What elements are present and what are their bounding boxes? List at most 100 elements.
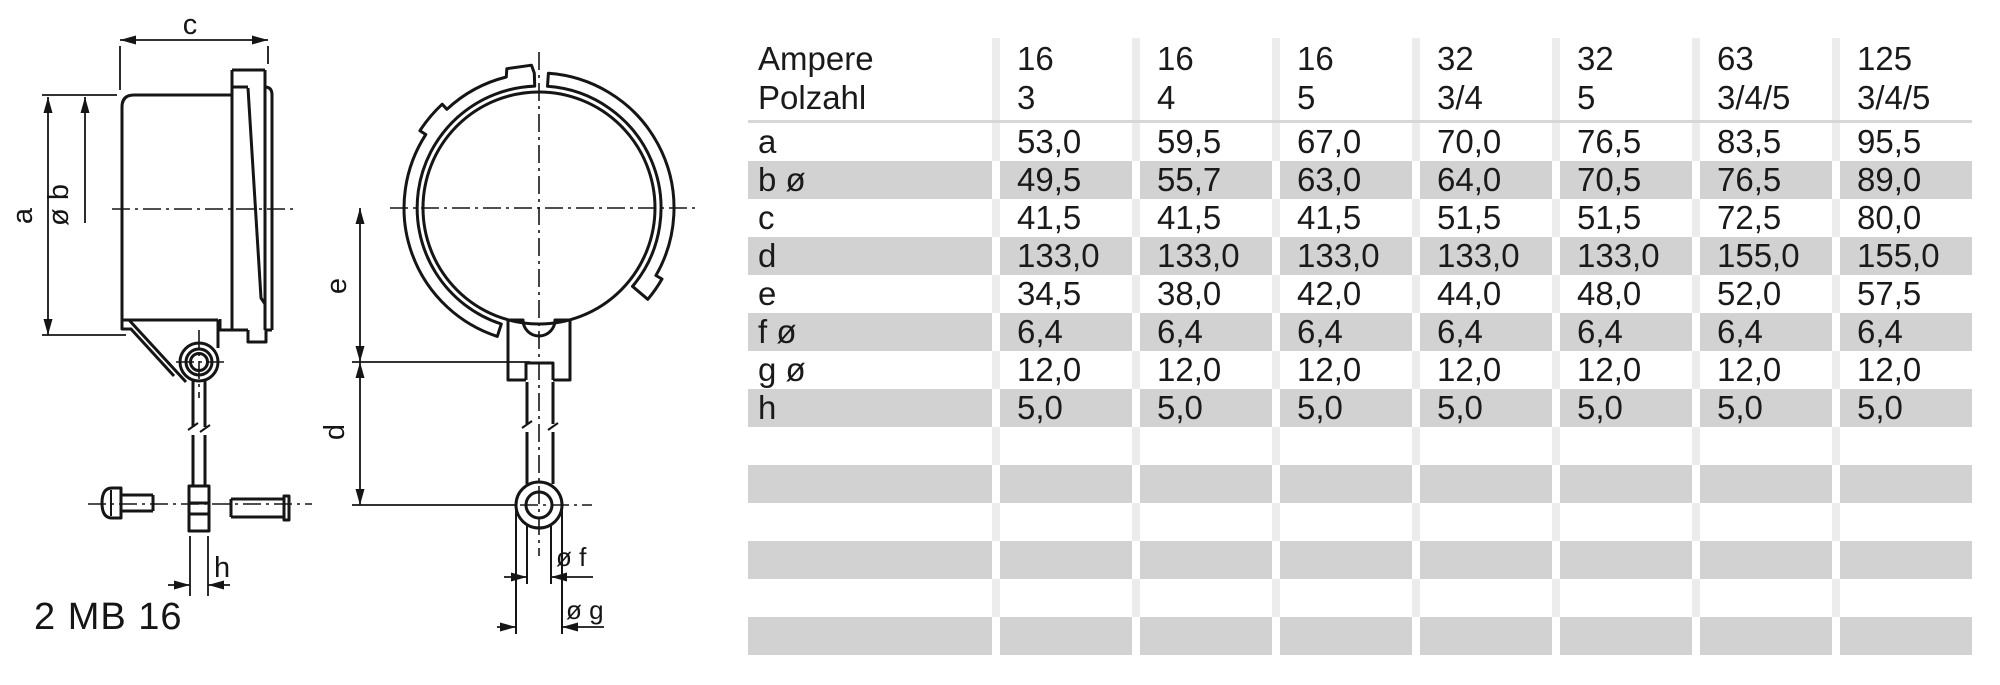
cell-value: 6,4 bbox=[1832, 313, 1972, 351]
cell-value: 52,0 bbox=[1692, 275, 1832, 313]
table-row-a: a 53,0 59,5 67,0 70,0 76,5 83,5 95,5 bbox=[748, 123, 1972, 161]
cell-value bbox=[1832, 465, 1972, 503]
cell-value bbox=[1132, 541, 1272, 579]
cell-value bbox=[1272, 541, 1412, 579]
cell-value bbox=[1132, 427, 1272, 465]
flange-bottom bbox=[232, 328, 272, 344]
dim-label-b: ø b bbox=[43, 184, 75, 226]
table-row-empty bbox=[748, 465, 1972, 503]
drawings-canvas: c a ø b h e d ø f ø g 2 MB 16 bbox=[7, 9, 696, 638]
header-ampere-value: 16 bbox=[1017, 40, 1054, 77]
cell-value bbox=[1272, 427, 1412, 465]
cell-value: 12,0 bbox=[1832, 351, 1972, 389]
dim-label-d: d bbox=[319, 424, 351, 440]
cell-value bbox=[1552, 541, 1692, 579]
cell-value: 55,7 bbox=[1132, 161, 1272, 199]
cell-value: 57,5 bbox=[1832, 275, 1972, 313]
cell-value: 51,5 bbox=[1552, 199, 1692, 237]
cell-value bbox=[1692, 465, 1832, 503]
cell-value: 76,5 bbox=[1552, 123, 1692, 161]
header-column-5: 32 5 bbox=[1552, 38, 1692, 120]
header-polzahl-label: Polzahl bbox=[758, 79, 867, 116]
cell-value bbox=[1832, 503, 1972, 541]
screw-head bbox=[100, 486, 123, 520]
cell-value: 44,0 bbox=[1412, 275, 1552, 313]
cell-value: 42,0 bbox=[1272, 275, 1412, 313]
table-row-empty bbox=[748, 503, 1972, 541]
header-ampere-value: 32 bbox=[1437, 40, 1474, 77]
side-view-drawing bbox=[100, 68, 291, 533]
row-label: f ø bbox=[748, 313, 992, 351]
row-label bbox=[748, 427, 992, 465]
row-label: e bbox=[748, 275, 992, 313]
cell-value: 76,5 bbox=[1692, 161, 1832, 199]
cell-value: 12,0 bbox=[1412, 351, 1552, 389]
cell-value bbox=[1832, 541, 1972, 579]
cell-value: 5,0 bbox=[1412, 389, 1552, 427]
cell-value: 12,0 bbox=[1272, 351, 1412, 389]
header-column-1: 16 3 bbox=[992, 38, 1132, 120]
table-row-empty bbox=[748, 617, 1972, 655]
row-label bbox=[748, 541, 992, 579]
header-polzahl-value: 5 bbox=[1577, 79, 1596, 116]
cell-value bbox=[1412, 503, 1552, 541]
cell-value bbox=[1692, 503, 1832, 541]
cell-value bbox=[1132, 579, 1272, 617]
clamp-band-right bbox=[546, 71, 676, 301]
body-corner-step bbox=[120, 318, 220, 384]
cell-value bbox=[1412, 617, 1552, 655]
cell-value bbox=[1832, 579, 1972, 617]
dim-label-g: ø g bbox=[566, 595, 604, 625]
row-label bbox=[748, 617, 992, 655]
cell-value bbox=[1272, 503, 1412, 541]
screw-shaft bbox=[121, 493, 155, 513]
dimensions-table: Ampere Polzahl 16 3 16 4 16 5 32 3/4 32 5 63 3/4/5 1… bbox=[748, 38, 1972, 655]
cell-value: 72,5 bbox=[1692, 199, 1832, 237]
header-ampere-value: 32 bbox=[1577, 40, 1614, 77]
row-label: g ø bbox=[748, 351, 992, 389]
dim-e-d-line bbox=[352, 208, 530, 506]
housing-outline bbox=[506, 318, 572, 382]
cell-value bbox=[992, 579, 1132, 617]
dim-a-line bbox=[42, 94, 126, 336]
cell-value: 70,5 bbox=[1552, 161, 1692, 199]
row-label: h bbox=[748, 389, 992, 427]
cell-value: 59,5 bbox=[1132, 123, 1272, 161]
front-stem bbox=[525, 382, 555, 484]
body-outline bbox=[120, 93, 232, 322]
table-row-fø: f ø 6,4 6,4 6,4 6,4 6,4 6,4 6,4 bbox=[748, 313, 1972, 351]
cell-value: 80,0 bbox=[1832, 199, 1972, 237]
cell-value bbox=[1832, 617, 1972, 655]
cell-value: 133,0 bbox=[1412, 237, 1552, 275]
cell-value: 6,4 bbox=[1692, 313, 1832, 351]
band-front-edge bbox=[230, 68, 267, 330]
cell-value: 89,0 bbox=[1832, 161, 1972, 199]
technical-drawings: c a ø b h e d ø f ø g 2 MB 16 bbox=[0, 0, 740, 685]
row-label: b ø bbox=[748, 161, 992, 199]
header-column-6: 63 3/4/5 bbox=[1692, 38, 1832, 120]
cell-value bbox=[1692, 579, 1832, 617]
cell-value: 5,0 bbox=[1692, 389, 1832, 427]
row-label bbox=[748, 503, 992, 541]
cell-value: 38,0 bbox=[1132, 275, 1272, 313]
header-ampere-value: 63 bbox=[1717, 40, 1754, 77]
cell-value: 64,0 bbox=[1412, 161, 1552, 199]
header-label-cell: Ampere Polzahl bbox=[748, 38, 992, 120]
pin-body bbox=[229, 497, 284, 519]
cell-value: 83,5 bbox=[1692, 123, 1832, 161]
dim-label-c: c bbox=[183, 9, 198, 41]
table-row-h: h 5,0 5,0 5,0 5,0 5,0 5,0 5,0 bbox=[748, 389, 1972, 427]
cell-value: 51,5 bbox=[1412, 199, 1552, 237]
cell-value bbox=[1552, 617, 1692, 655]
cell-value: 5,0 bbox=[1132, 389, 1272, 427]
cell-value: 133,0 bbox=[1552, 237, 1692, 275]
eyelet-projection-outer bbox=[515, 506, 563, 634]
cell-value bbox=[1692, 617, 1832, 655]
cell-value bbox=[1272, 465, 1412, 503]
header-polzahl-value: 4 bbox=[1157, 79, 1176, 116]
cell-value: 6,4 bbox=[1412, 313, 1552, 351]
table-row-d: d 133,0 133,0 133,0 133,0 133,0 155,0 155,0 bbox=[748, 237, 1972, 275]
cell-value: 133,0 bbox=[992, 237, 1132, 275]
band-slant bbox=[246, 87, 267, 305]
table-header-row: Ampere Polzahl 16 3 16 4 16 5 32 3/4 32 5 63 3/4/5 1… bbox=[748, 38, 1972, 120]
